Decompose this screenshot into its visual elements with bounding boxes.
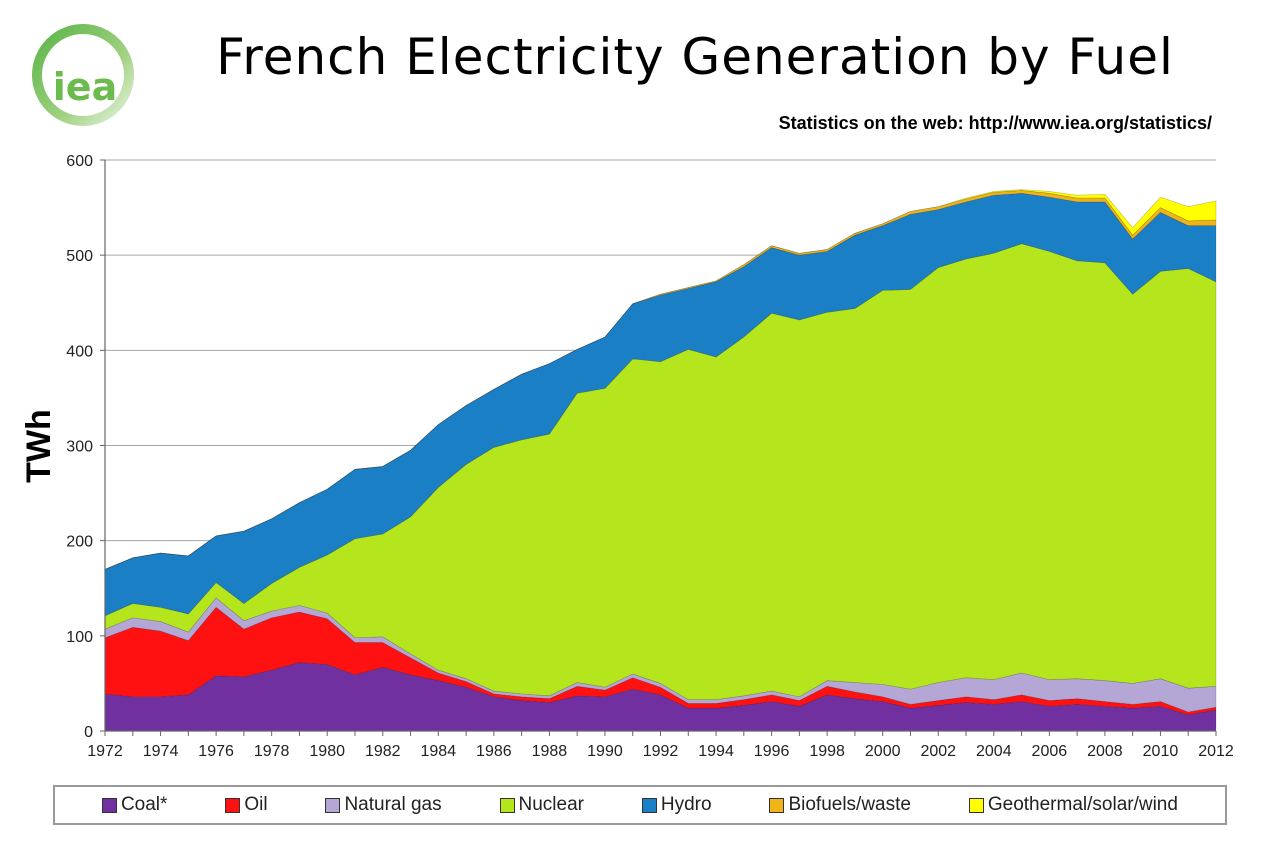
y-tick-label: 200 [66, 534, 93, 551]
x-tick-label: 1976 [198, 743, 234, 760]
x-tick-label: 1980 [309, 743, 345, 760]
x-tick-label: 1982 [365, 743, 401, 760]
y-tick-label: 600 [66, 153, 93, 170]
legend-label: Nuclear [518, 794, 584, 815]
x-tick-label: 1974 [143, 743, 179, 760]
x-tick-label: 1990 [587, 743, 623, 760]
y-axis-label: TWh [20, 409, 58, 483]
x-tick-label: 2004 [976, 743, 1012, 760]
y-tick-label: 400 [66, 343, 93, 360]
y-tick-label: 300 [66, 439, 93, 456]
legend-label: Coal* [120, 794, 168, 815]
x-tick-label: 1994 [698, 743, 734, 760]
x-tick-label: 1998 [809, 743, 845, 760]
x-tick-labels: 1972 1974 1976 1978 1980 1982 1984 1986 1988 1990… [87, 731, 1234, 760]
series-area-geothermal-solar-wind [104, 189, 1217, 570]
stacked-area-chart: 0 100 200 300 400 500 600 1972 1974 1976 1978 1980… [20, 153, 1234, 760]
x-tick-label: 1978 [254, 743, 290, 760]
legend-item: Biofuels/waste [769, 794, 911, 816]
x-tick-label: 1992 [643, 743, 679, 760]
legend-swatch [325, 797, 341, 813]
legend-label: Geothermal/solar/wind [987, 794, 1178, 815]
legend-item: Hydro [641, 794, 712, 816]
x-tick-label: 2010 [1143, 743, 1179, 760]
x-tick-label: 1988 [532, 743, 568, 760]
logo-text: iea [53, 65, 117, 109]
legend: Coal* Oil Natural gas Nuclear Hydro Biofuels/… [53, 785, 1227, 825]
statistics-url-note: Statistics on the web: http://www.iea.or… [778, 113, 1212, 133]
x-tick-label: 2012 [1198, 743, 1234, 760]
y-tick-label: 0 [84, 724, 93, 741]
y-tick-label: 100 [66, 629, 93, 646]
legend-swatch [769, 797, 785, 813]
x-tick-label: 2008 [1087, 743, 1123, 760]
chart-title: French Electricity Generation by Fuel [216, 28, 1174, 86]
legend-item: Nuclear [499, 794, 584, 816]
legend-item: Coal* [101, 794, 168, 816]
x-tick-label: 2002 [920, 743, 956, 760]
legend-item: Oil [225, 794, 268, 816]
x-tick-label: 1996 [754, 743, 790, 760]
legend-label: Natural gas [344, 794, 442, 815]
legend-item: Natural gas [325, 794, 442, 816]
y-tick-label: 500 [66, 248, 93, 265]
series-area-hydro [104, 193, 1217, 617]
legend-swatch [641, 797, 657, 813]
legend-swatch [225, 797, 241, 813]
x-tick-label: 2006 [1032, 743, 1068, 760]
y-tick-labels: 0 100 200 300 400 500 600 [66, 153, 105, 741]
legend-item: Geothermal/solar/wind [968, 794, 1178, 816]
x-tick-label: 1972 [87, 743, 123, 760]
legend-label: Biofuels/waste [788, 794, 911, 815]
series-areas [104, 189, 1217, 732]
x-tick-label: 1984 [421, 743, 457, 760]
legend-swatch [968, 797, 984, 813]
legend-swatch [499, 797, 515, 813]
x-tick-label: 1986 [476, 743, 512, 760]
legend-swatch [101, 797, 117, 813]
x-tick-label: 2000 [865, 743, 901, 760]
iea-logo: iea [32, 24, 134, 126]
legend-label: Hydro [660, 794, 712, 815]
series-area-natural-gas [104, 597, 1217, 713]
legend-label: Oil [244, 794, 268, 815]
series-area-biofuels-waste [104, 190, 1217, 570]
